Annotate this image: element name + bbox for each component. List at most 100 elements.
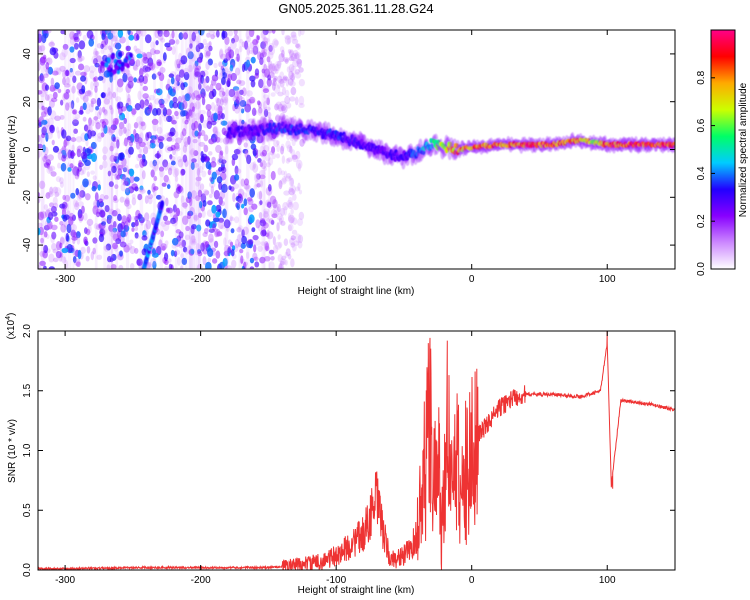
- spectrogram-cell: [243, 261, 247, 269]
- spectrogram-cell: [152, 119, 157, 125]
- spectrogram-cell: [158, 115, 162, 125]
- spectrogram-cell: [124, 187, 131, 196]
- spectrogram-cell: [70, 103, 74, 112]
- spectrogram-cell: [65, 102, 70, 111]
- spectrogram-cell: [75, 200, 79, 208]
- spectrogram-cell: [276, 143, 281, 153]
- spectrogram-cell: [111, 165, 117, 174]
- spectrogram-cell: [100, 132, 105, 138]
- spectrogram-feature-cell: [106, 57, 111, 63]
- spectrogram-cell: [84, 239, 88, 246]
- spectrogram-cell: [38, 192, 41, 198]
- spectrogram-cell: [241, 63, 246, 73]
- spectrogram-cell: [110, 263, 117, 269]
- spectrogram-cell: [185, 112, 191, 122]
- spectrogram-cell: [268, 204, 273, 210]
- spectrogram-cell: [77, 56, 83, 63]
- spectrogram-cell: [293, 52, 300, 60]
- spectrogram-cell: [199, 109, 206, 115]
- spectrogram-cell: [152, 122, 159, 132]
- spectrogram-streak: [263, 30, 266, 269]
- spectrogram-cell: [199, 113, 204, 124]
- spectrogram-cell: [141, 248, 147, 256]
- spectrogram-cell: [289, 50, 294, 59]
- spectrogram-cell: [127, 80, 134, 89]
- spectrogram-cell: [277, 254, 283, 263]
- spectrogram-cell: [218, 72, 223, 80]
- spectrogram-cell: [180, 82, 185, 91]
- spectrogram-cell: [208, 169, 213, 176]
- spectrogram-cell: [38, 180, 46, 190]
- spectrogram-cell: [72, 256, 77, 264]
- spectrogram-cell: [116, 174, 121, 180]
- spectrogram-cell: [277, 91, 284, 97]
- spectrogram-cell: [141, 159, 148, 167]
- spectrogram-feature-cell: [120, 61, 125, 67]
- spectrogram-cell: [228, 239, 232, 245]
- spectrogram-feature-cell: [110, 54, 115, 60]
- spectrogram-cell: [263, 41, 269, 46]
- spectrogram-cell: [210, 161, 217, 168]
- spectrogram-cell: [248, 30, 255, 38]
- spectrogram-cell: [289, 145, 293, 154]
- spectrogram-cell: [268, 63, 273, 73]
- spectrogram-cell: [253, 239, 261, 246]
- spectrogram-cell: [88, 65, 96, 74]
- spectrogram-cell: [219, 98, 224, 106]
- spectrogram-cell: [290, 177, 294, 187]
- spectrogram-cell: [93, 58, 98, 65]
- spectrogram-cell: [107, 45, 112, 51]
- spectrogram-cell: [123, 69, 131, 76]
- spectrogram-cell: [158, 148, 162, 156]
- spectrogram-cell: [65, 232, 69, 242]
- spectrogram-cell: [54, 115, 61, 122]
- spectrogram-cell: [205, 103, 212, 111]
- spectrogram-cell: [259, 161, 264, 168]
- spectrogram-cell: [122, 164, 129, 172]
- spectrogram-cell: [67, 101, 74, 108]
- snr-x-tick-label: -100: [326, 575, 346, 586]
- spectrogram-cell: [252, 252, 258, 261]
- spectrogram-streak: [106, 30, 110, 269]
- spectrogram-cell: [127, 93, 131, 103]
- spectrogram-cell: [223, 96, 229, 104]
- spectrogram-cell: [219, 49, 224, 60]
- spectrogram-cell: [289, 74, 295, 81]
- spectrogram-cell: [205, 85, 210, 92]
- spectrogram-cell: [96, 111, 102, 120]
- spectrogram-cell: [94, 119, 100, 125]
- spectrogram-cell: [199, 70, 206, 78]
- spectrogram-cell: [112, 230, 120, 241]
- spectrogram-cell: [127, 214, 132, 223]
- spectrogram-cell: [219, 155, 224, 161]
- spectrogram-cell: [53, 67, 60, 76]
- spectrogram-cell: [169, 154, 173, 160]
- spectrogram-cell: [284, 35, 292, 45]
- spectrogram-cell: [195, 44, 201, 53]
- spectrogram-cell: [171, 119, 177, 125]
- spectrogram-cell: [272, 198, 278, 209]
- spectrogram-cell: [251, 47, 258, 56]
- spectrogram-cell: [284, 34, 291, 40]
- spectrogram-cell: [134, 220, 139, 227]
- spectrogram-cell: [131, 222, 136, 228]
- spectrogram-cell: [123, 68, 130, 75]
- spectrogram-cell: [107, 216, 112, 225]
- spectrogram-cell: [134, 226, 139, 232]
- spectrogram-cell: [288, 70, 294, 79]
- spectrogram-cell: [143, 101, 148, 108]
- spectrogram-cell: [198, 123, 202, 132]
- spectrogram-cell: [262, 212, 270, 222]
- spectrogram-cell: [174, 59, 180, 69]
- spectrogram-cell: [239, 103, 244, 112]
- spectrogram-cell: [214, 104, 219, 113]
- spectrogram-cell: [269, 63, 275, 72]
- spectrogram-cell: [249, 257, 255, 264]
- spectrogram-cell: [107, 87, 111, 96]
- spectrogram-cell: [181, 257, 188, 266]
- spectrogram-cell: [117, 30, 124, 38]
- spectrogram-cell: [237, 197, 243, 207]
- spectrogram-cell: [135, 140, 141, 150]
- spectrogram-cell: [122, 167, 128, 173]
- spectrogram-cell: [105, 243, 112, 251]
